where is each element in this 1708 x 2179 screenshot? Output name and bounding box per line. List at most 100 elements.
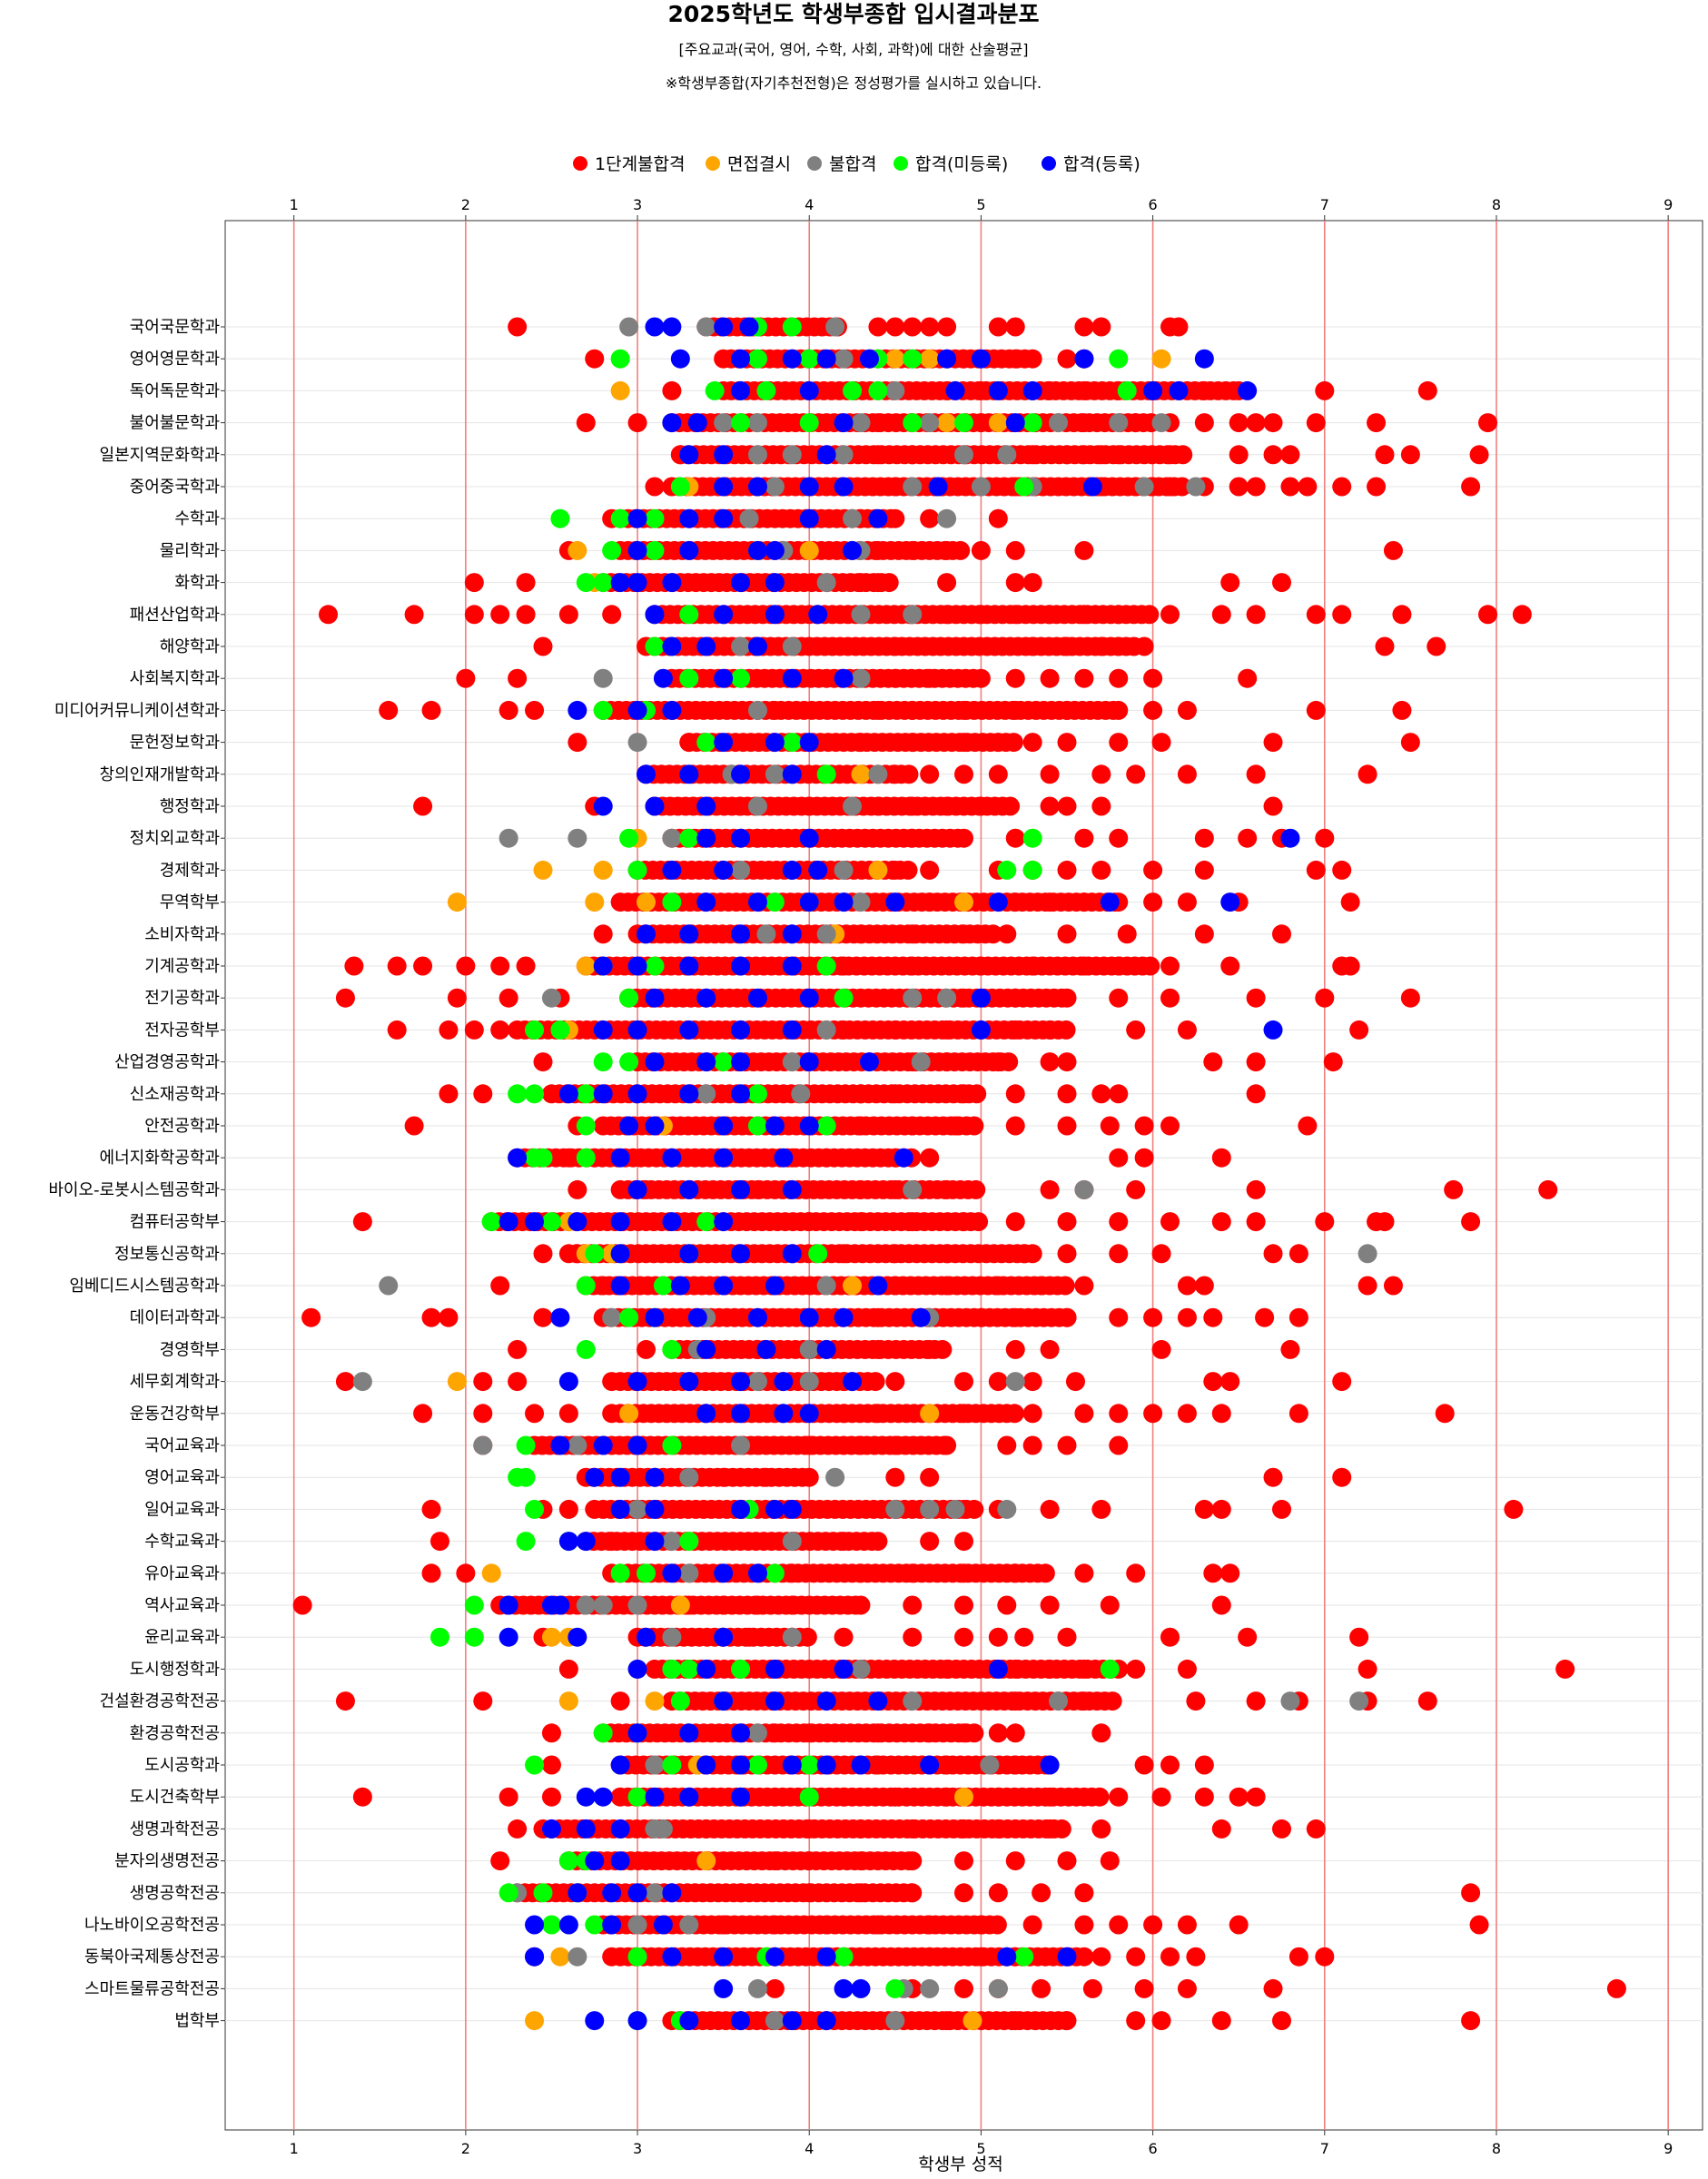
category-label: 데이터과학과: [130, 1308, 220, 1327]
data-point: [662, 573, 682, 593]
data-point: [988, 380, 1008, 400]
data-point: [1109, 956, 1129, 976]
data-point: [747, 477, 767, 497]
data-point: [1229, 445, 1249, 465]
data-point: [687, 413, 707, 433]
data-point: [1288, 1947, 1308, 1967]
data-point: [1358, 1244, 1377, 1264]
data-point: [679, 764, 699, 784]
data-point: [756, 924, 776, 944]
data-point: [508, 1372, 528, 1392]
data-point: [1005, 605, 1025, 625]
data-point: [1400, 988, 1420, 1008]
data-point: [1194, 1755, 1214, 1775]
data-point: [1057, 636, 1077, 656]
data-point: [714, 508, 734, 528]
data-point: [335, 988, 355, 1008]
data-point: [937, 1659, 957, 1679]
data-point: [662, 1212, 682, 1232]
data-point: [714, 317, 734, 337]
data-point: [1323, 1052, 1343, 1072]
data-point: [954, 1595, 973, 1615]
data-point: [714, 733, 734, 753]
data-point: [1100, 1659, 1120, 1679]
data-point: [816, 1339, 836, 1359]
category-label: 중어중국학과: [130, 478, 220, 497]
data-point: [1169, 317, 1189, 337]
data-point: [851, 1563, 871, 1583]
data-point: [525, 700, 545, 720]
data-point: [1082, 1978, 1102, 1998]
data-point: [928, 477, 948, 497]
data-point: [679, 1532, 699, 1552]
data-point: [739, 317, 759, 337]
chart-note: ※학생부종합(자기추천전형)은 정성평가를 실시하고 있습니다.: [666, 74, 1042, 92]
data-point: [662, 1148, 682, 1168]
data-point: [576, 573, 596, 593]
data-point: [499, 700, 518, 720]
data-point: [1126, 1179, 1146, 1199]
data-point: [662, 380, 682, 400]
data-point: [558, 1851, 578, 1871]
data-point: [593, 1084, 613, 1104]
data-point: [747, 413, 767, 433]
data-point: [834, 1307, 854, 1327]
data-point: [988, 413, 1008, 433]
data-point: [954, 1532, 973, 1552]
data-point: [610, 1467, 630, 1487]
data-point: [1246, 1052, 1266, 1072]
data-point: [1288, 1244, 1308, 1264]
band-point: [1090, 1787, 1110, 1807]
data-point: [954, 764, 973, 784]
data-point: [1074, 1915, 1094, 1935]
data-point: [1065, 1372, 1085, 1392]
data-point: [610, 1148, 630, 1168]
data-point: [516, 1467, 536, 1487]
data-point: [1211, 1148, 1231, 1168]
data-point: [920, 317, 940, 337]
data-point: [558, 1372, 578, 1392]
data-point: [679, 540, 699, 560]
data-point: [1555, 1659, 1575, 1679]
data-point: [439, 1307, 459, 1327]
data-point: [550, 508, 570, 528]
data-point: [747, 1435, 767, 1455]
data-point: [1160, 988, 1180, 1008]
data-point: [988, 1627, 1008, 1647]
data-point: [1040, 892, 1060, 912]
data-point: [1109, 605, 1129, 625]
data-point: [843, 796, 863, 816]
data-point: [1057, 1084, 1077, 1104]
data-point: [782, 636, 802, 656]
data-point: [1074, 605, 1094, 625]
data-point: [473, 1084, 493, 1104]
data-point: [379, 1276, 399, 1296]
data-point: [1057, 445, 1077, 465]
data-point: [1427, 636, 1446, 656]
data-point: [558, 1659, 578, 1679]
data-point: [558, 1691, 578, 1711]
data-point: [747, 445, 767, 465]
data-point: [1100, 1595, 1120, 1615]
data-point: [1229, 413, 1249, 433]
data-point: [662, 1435, 682, 1455]
data-point: [352, 1372, 372, 1392]
data-point: [782, 1595, 802, 1615]
data-point: [1040, 380, 1060, 400]
data-point: [602, 1883, 622, 1903]
data-point: [679, 1244, 699, 1264]
data-point: [1014, 1947, 1034, 1967]
data-point: [1074, 956, 1094, 976]
data-point: [301, 1307, 321, 1327]
data-point: [627, 1595, 647, 1615]
data-point: [920, 349, 940, 369]
data-point: [885, 1020, 905, 1040]
data-point: [988, 1883, 1008, 1903]
data-point: [1246, 1084, 1266, 1104]
data-point: [937, 349, 957, 369]
data-point: [1022, 956, 1042, 976]
legend-label: 면접결시: [727, 154, 791, 174]
legend-marker: [893, 156, 908, 171]
data-point: [851, 1851, 871, 1871]
data-point: [541, 1787, 561, 1807]
